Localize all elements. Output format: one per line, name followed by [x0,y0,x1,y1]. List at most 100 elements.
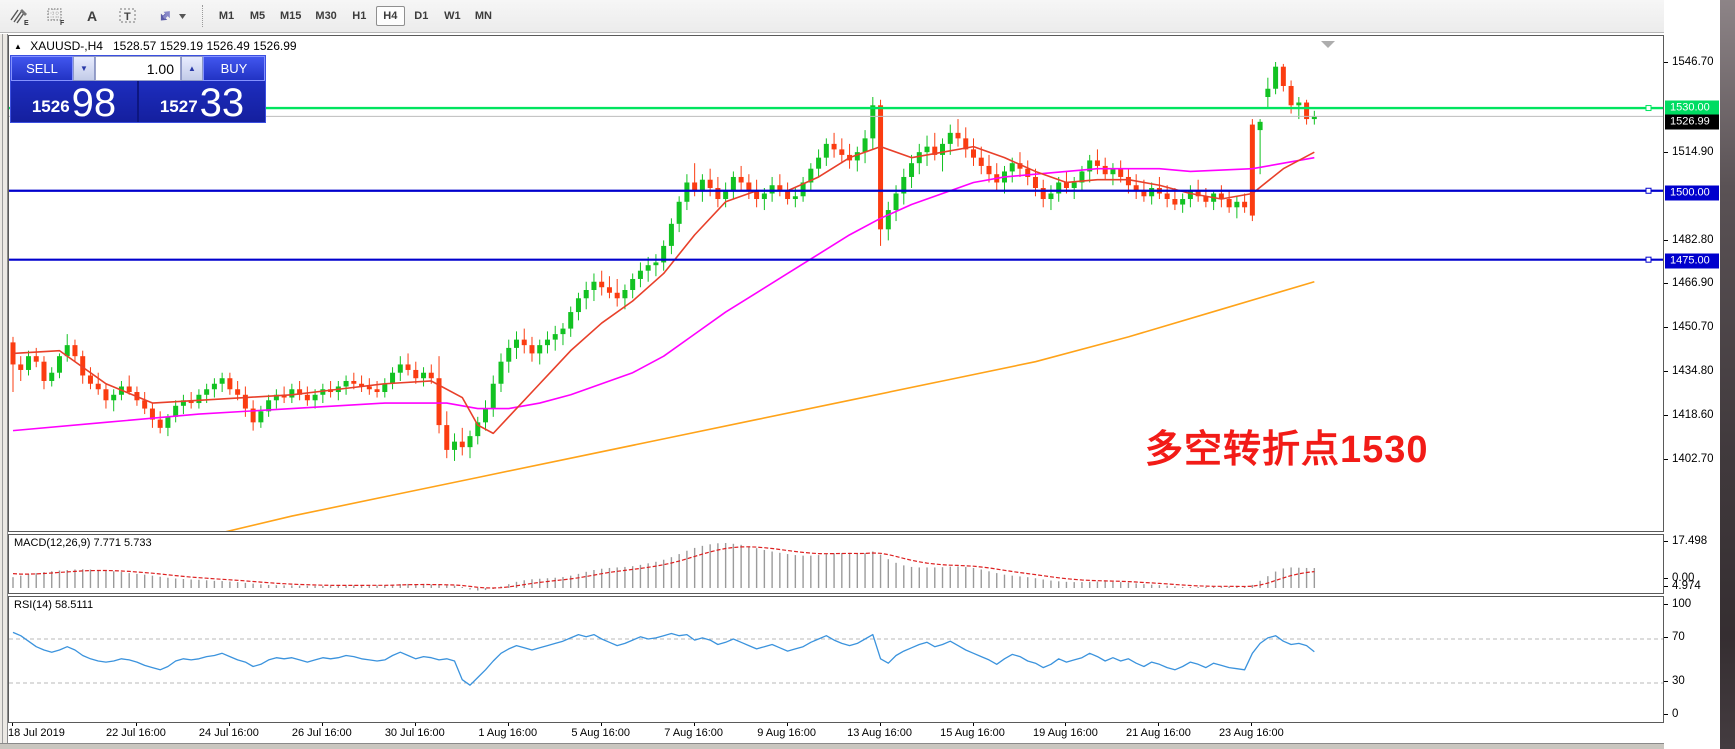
time-axis-label: 5 Aug 16:00 [571,727,631,739]
grid-f-icon[interactable]: F [40,3,72,29]
macd-canvas[interactable] [9,535,1663,593]
time-axis-tick [135,723,137,726]
timeframe-button-mn[interactable]: MN [474,10,492,22]
timeframe-button-m30[interactable]: M30 [315,10,337,22]
toolbar: E F A T M1 M5 M15 M30 H1 H4 D1 W1 MN [0,0,1720,33]
time-axis-tick [507,723,509,726]
time-axis-label: 7 Aug 16:00 [664,727,724,739]
timeframe-button-m1[interactable]: M1 [218,10,235,22]
timeframe-button-h4[interactable]: H4 [375,6,405,26]
main-chart-canvas[interactable] [9,36,1663,531]
timeframe-button-h1[interactable]: H1 [352,10,367,22]
time-axis[interactable]: 18 Jul 2019 22 Jul 16:00 24 Jul 16:00 26 Ju… [8,723,1664,743]
text-box-icon[interactable]: T [112,3,144,29]
rsi-canvas[interactable] [9,597,1663,722]
axis-tick [1664,586,1668,587]
price-badge: 1530.00 [1665,100,1719,116]
time-axis-tick [879,723,881,726]
toolbar-separator [202,5,203,27]
time-axis-tick [972,723,974,726]
macd-label: MACD(12,26,9) 7.771 5.733 [14,537,152,549]
chart-annotation-text: 多空转折点1530 [1145,429,1429,471]
time-axis-label: 22 Jul 16:00 [105,727,166,739]
svg-text:E: E [24,20,29,26]
time-axis-label: 21 Aug 16:00 [1125,727,1191,739]
time-axis-tick [786,723,788,726]
axis-label: 0.00 [1672,572,1695,584]
axis-tick [1664,371,1668,372]
svg-text:T: T [124,11,131,23]
axis-tick [1664,152,1668,153]
time-axis-tick [228,723,230,726]
axis-label: 70 [1672,631,1685,643]
axis-tick [1664,327,1668,328]
axis-tick [1664,637,1668,638]
time-axis-label: 15 Aug 16:00 [940,727,1005,739]
price-axis[interactable]: 1546.70 1514.90 1482.80 1466.90 1450.70 1434.… [1664,0,1720,749]
axis-tick [1664,714,1668,715]
sell-button[interactable]: SELL [11,56,73,81]
axis-tick [1664,541,1668,542]
buy-button[interactable]: BUY [203,56,265,81]
arrows-tool-icon[interactable] [148,3,192,29]
window-frame-right [1720,0,1735,749]
collapse-triangle-icon[interactable]: ▲ [14,42,22,51]
time-axis-tick [1158,723,1160,726]
timeframe-button-w1[interactable]: W1 [444,10,461,22]
axis-label: 1514.90 [1672,146,1714,158]
axis-tick [1664,240,1668,241]
axis-tick [1664,283,1668,284]
svg-text:F: F [60,20,65,26]
volume-increase-button[interactable]: ▲ [181,56,203,81]
axis-tick [1664,681,1668,682]
ask-price-small: 1527 [159,97,198,116]
chart-draw-e-icon[interactable]: E [4,3,36,29]
ohlc-close: 1526.99 [253,39,297,53]
macd-panel: MACD(12,26,9) 7.771 5.733 [8,534,1664,594]
timeframe-button-d1[interactable]: D1 [414,10,429,22]
price-badge: 1526.99 [1665,114,1719,130]
timeframe-button-m5[interactable]: M5 [249,10,266,22]
time-axis-tick [12,723,13,726]
time-axis-tick [693,723,695,726]
axis-tick [1664,604,1668,605]
time-axis-label: 23 Aug 16:00 [1218,727,1284,739]
one-click-trading-widget: SELL ▼ ▲ BUY 1526 98 1527 33 [10,55,266,123]
axis-label: 30 [1672,675,1685,687]
time-axis-label: 13 Aug 16:00 [847,727,912,739]
axis-tick [1664,459,1668,460]
ask-price-display[interactable]: 1527 33 [139,81,265,122]
time-axis-label: 19 Aug 16:00 [1033,727,1098,739]
axis-label: 1450.70 [1672,321,1714,333]
symbol-info-line: ▲ XAUUSD-,H4 1528.57 1529.19 1526.49 152… [14,39,297,53]
bid-price-display[interactable]: 1526 98 [11,81,137,122]
ohlc-low: 1526.49 [206,39,250,53]
rsi-panel: RSI(14) 58.5111 [8,596,1664,723]
symbol-name: XAUUSD-,H4 [30,39,103,53]
bid-price-big: 98 [71,81,117,122]
window-frame-bottom [0,743,1720,749]
time-axis-tick [600,723,602,726]
axis-label: 100 [1672,598,1692,610]
ask-price-big: 33 [199,81,245,122]
timeframe-group: M1 M5 M15 M30 H1 H4 D1 W1 MN [211,6,499,26]
axis-label: 1434.80 [1672,365,1714,377]
axis-label: 1466.90 [1672,277,1714,289]
axis-label: 1482.80 [1672,234,1714,246]
time-axis-label: 24 Jul 16:00 [198,727,259,739]
text-label-icon[interactable]: A [86,8,98,24]
price-divider [137,81,139,122]
volume-input[interactable] [95,56,181,81]
time-axis-label: 26 Jul 16:00 [291,727,352,739]
timeframe-button-m15[interactable]: M15 [280,10,302,22]
axis-label: 17.498 [1672,535,1708,547]
time-axis-label: 9 Aug 16:00 [757,727,816,739]
axis-label: 1418.60 [1672,409,1714,421]
bid-price-small: 1526 [31,97,70,116]
main-chart-panel [8,35,1664,532]
ohlc-high: 1529.19 [159,39,204,53]
axis-label: 1402.70 [1672,453,1714,465]
volume-decrease-button[interactable]: ▼ [73,56,95,81]
time-axis-tick [321,723,323,726]
